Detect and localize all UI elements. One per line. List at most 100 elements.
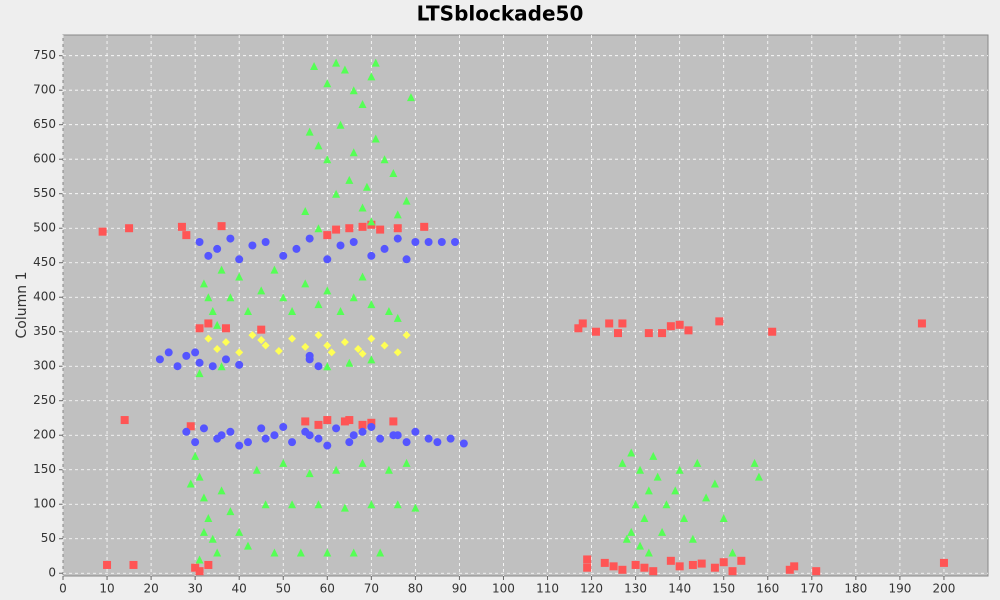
point <box>697 559 706 568</box>
point <box>345 175 354 184</box>
point <box>195 472 204 481</box>
point <box>288 438 297 447</box>
point <box>177 222 186 231</box>
point <box>129 560 138 569</box>
point <box>213 320 222 329</box>
point <box>768 327 777 336</box>
point <box>314 141 323 150</box>
point <box>336 307 345 316</box>
point <box>402 458 411 467</box>
point <box>402 255 411 264</box>
point <box>345 224 354 233</box>
point <box>336 241 345 250</box>
point <box>323 416 332 425</box>
point <box>675 320 684 329</box>
point <box>591 327 600 336</box>
point <box>204 514 213 523</box>
point <box>314 300 323 309</box>
point <box>191 438 200 447</box>
point <box>702 493 711 502</box>
point <box>221 338 230 347</box>
point <box>605 319 614 328</box>
point <box>332 189 341 198</box>
point <box>358 100 367 109</box>
point <box>199 493 208 502</box>
point <box>719 514 728 523</box>
point <box>618 458 627 467</box>
point <box>261 341 270 350</box>
point <box>314 420 323 429</box>
point <box>217 222 226 231</box>
point <box>305 469 314 478</box>
x-tick-label: 80 <box>408 582 423 596</box>
point <box>367 422 376 431</box>
point <box>411 427 420 436</box>
point <box>323 341 332 350</box>
x-tick-label: 150 <box>712 582 735 596</box>
point <box>199 424 208 433</box>
point <box>323 155 332 164</box>
point <box>358 203 367 212</box>
point <box>384 465 393 474</box>
point <box>790 562 799 571</box>
point <box>349 548 358 557</box>
point <box>367 334 376 343</box>
point <box>371 134 380 143</box>
point <box>728 567 737 576</box>
point <box>305 234 314 243</box>
y-tick-label: 100 <box>33 497 56 511</box>
x-tick-label: 90 <box>452 582 467 596</box>
point <box>195 369 204 378</box>
point <box>340 338 349 347</box>
point <box>710 563 719 572</box>
point <box>354 344 363 353</box>
point <box>658 527 667 536</box>
point <box>257 286 266 295</box>
point <box>411 238 420 247</box>
x-tick-label: 130 <box>624 582 647 596</box>
x-tick-label: 70 <box>364 582 379 596</box>
point <box>644 548 653 557</box>
point <box>332 225 341 234</box>
point <box>226 427 235 436</box>
x-tick-label: 140 <box>668 582 691 596</box>
point <box>261 434 270 443</box>
y-tick-label: 650 <box>33 117 56 131</box>
point <box>675 465 684 474</box>
point <box>217 431 226 440</box>
x-tick-label: 120 <box>580 582 603 596</box>
point <box>213 244 222 253</box>
point <box>226 234 235 243</box>
point <box>693 458 702 467</box>
point <box>785 565 794 574</box>
point <box>244 307 252 316</box>
point <box>173 362 182 371</box>
point <box>393 234 402 243</box>
point <box>653 472 662 481</box>
point <box>204 293 213 302</box>
point <box>358 427 367 436</box>
point <box>459 439 468 448</box>
point <box>609 562 618 571</box>
point <box>424 238 433 247</box>
point <box>235 255 244 264</box>
point <box>288 500 297 509</box>
point <box>301 342 310 351</box>
point <box>631 500 640 509</box>
point <box>248 331 257 340</box>
y-tick-label: 250 <box>33 393 56 407</box>
point <box>640 563 649 572</box>
point <box>182 351 191 360</box>
point <box>332 465 341 474</box>
y-tick-label: 550 <box>33 186 56 200</box>
point <box>367 251 376 260</box>
point <box>376 434 385 443</box>
point <box>358 458 367 467</box>
x-tick-label: 180 <box>844 582 867 596</box>
point <box>191 451 200 460</box>
point <box>195 324 204 333</box>
x-tick-label: 50 <box>276 582 291 596</box>
y-tick-label: 700 <box>33 83 56 97</box>
point <box>393 431 402 440</box>
